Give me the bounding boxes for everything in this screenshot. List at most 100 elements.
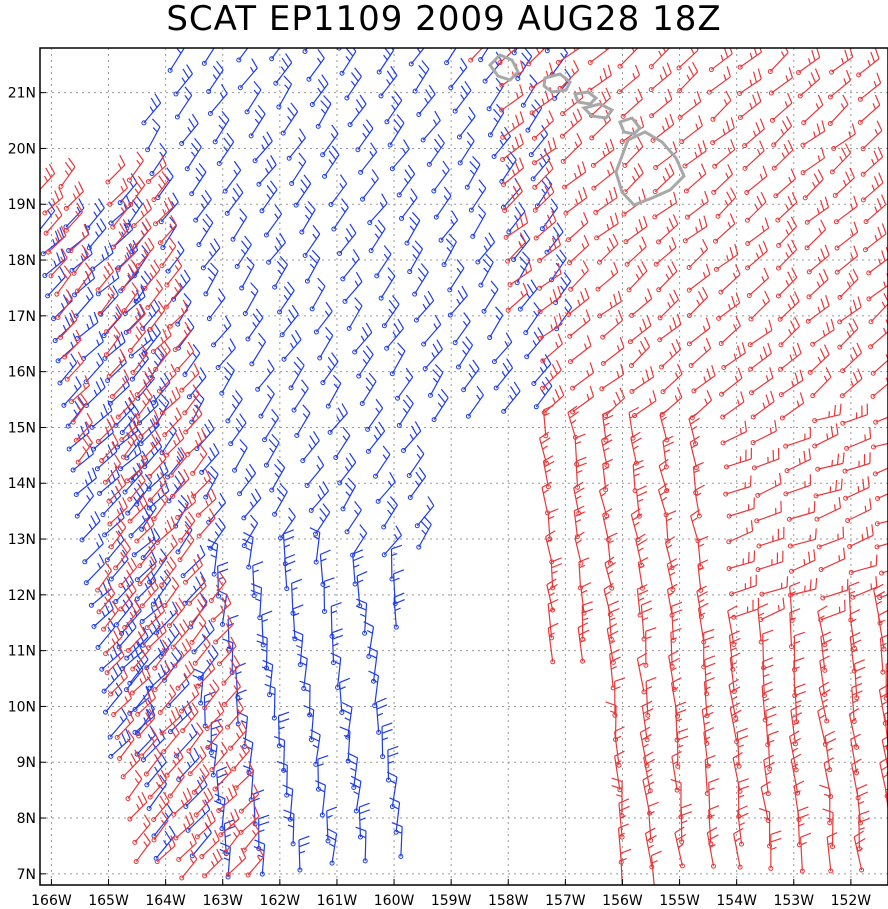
wind-barb [175,491,197,520]
wind-barb [356,345,374,379]
y-tick-label: 19N [8,197,36,213]
wind-barb [789,608,801,650]
wind-barb [643,627,657,668]
wind-barb [45,225,67,255]
wind-barb [355,826,368,864]
wind-barb [768,67,794,96]
x-tick-label: 157W [545,893,586,909]
wind-barb [125,483,145,516]
wind-barb [162,576,180,609]
wind-barb [431,388,449,423]
wind-barb [203,262,219,297]
wind-barb [276,760,290,798]
wind-barb [537,262,562,291]
wind-barb [818,681,831,724]
wind-barb [657,482,670,518]
wind-barb [199,443,220,475]
wind-barb [779,392,805,421]
wind-barb [648,62,672,93]
wind-barb [196,213,214,248]
wind-barb [288,356,305,391]
wind-barb [188,594,208,626]
wind-barb [736,727,749,769]
wind-barb [162,407,182,438]
wind-barb [225,390,243,424]
wind-barb [58,157,76,189]
wind-barb [778,342,802,372]
wind-barb [860,120,883,152]
wind-barb [98,285,119,317]
wind-barb [121,282,139,314]
wind-barb [95,561,113,593]
wind-barb [421,314,442,347]
wind-barb [336,48,342,51]
wind-barb [245,308,264,342]
plot-frame [39,47,888,886]
wind-barb [286,128,306,161]
x-tick-label: 155W [659,893,700,909]
wind-barb [144,639,166,671]
wind-barb [299,680,313,718]
x-tick-label: 162W [260,893,301,909]
wind-barb [151,171,169,203]
wind-barb [141,430,162,461]
wind-barb [627,315,652,345]
wind-barb [327,403,348,435]
wind-barb [863,194,887,225]
wind-barb [618,798,630,840]
wind-barb [147,347,165,381]
wind-barb [141,93,162,126]
wind-barb [688,337,712,369]
wind-barb [281,329,302,362]
wind-barb [321,577,335,614]
wind-barb [712,139,736,169]
wind-barb [413,290,435,323]
wind-barb [367,193,388,226]
wind-barb [206,60,224,94]
wind-barb [744,165,768,195]
x-tick-label: 160W [374,893,415,909]
wind-barb [837,268,859,300]
wind-barb [679,803,692,845]
wind-barb [223,823,241,855]
wind-barb [754,500,782,524]
wind-barb [832,167,855,198]
wind-barb [206,492,227,525]
wind-barb [337,452,357,486]
y-tick-label: 17N [8,309,36,325]
wind-barb [468,48,484,63]
wind-barb [817,605,828,648]
island-outline [581,102,615,120]
wind-barb [309,729,321,767]
wind-barb [75,433,93,465]
wind-barb [810,318,835,347]
wind-barb [674,701,687,743]
wind-barb [54,265,72,297]
wind-barb [230,208,248,242]
wind-barb [193,189,212,223]
wind-barb [851,682,863,725]
y-tick-label: 9N [17,755,36,771]
wind-barb [175,341,195,372]
wind-barb [182,384,200,416]
wind-barb [376,48,395,75]
wind-barb [158,192,179,225]
wind-barb [622,136,644,168]
wind-barb [486,77,504,112]
wind-barb [157,215,177,246]
wind-barb [256,633,269,671]
wind-barb [138,409,160,439]
wind-barb [325,374,342,409]
wind-barb [256,814,270,852]
wind-barb [501,157,525,188]
wind-barb [649,88,673,119]
wind-barb [787,528,817,549]
wind-barb [731,597,760,620]
wind-barb [167,48,185,73]
wind-barb [600,309,624,340]
x-tick-label: 159W [431,893,472,909]
y-tick-label: 18N [8,253,36,269]
y-tick-label: 8N [17,811,36,827]
wind-barb [237,58,258,91]
x-tick-label: 164W [145,893,186,909]
